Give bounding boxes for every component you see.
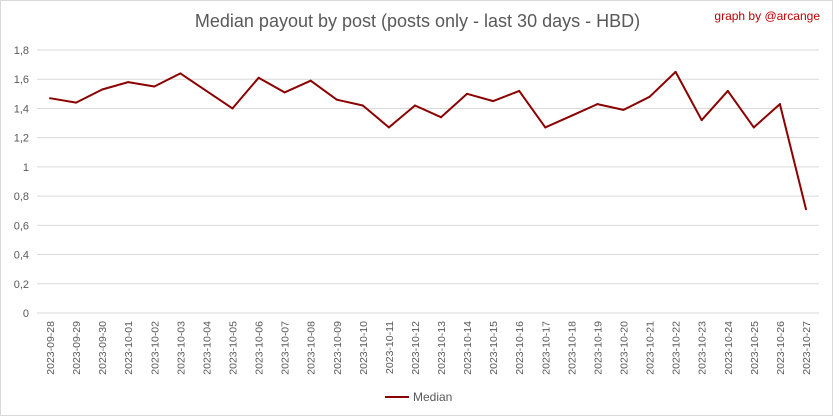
data-point xyxy=(440,116,443,119)
data-point xyxy=(205,89,208,92)
x-tick-label: 2023-10-13 xyxy=(436,321,448,375)
y-tick-label: 1,2 xyxy=(14,133,29,145)
data-point xyxy=(648,95,651,98)
data-point xyxy=(49,97,52,100)
x-tick-label: 2023-10-14 xyxy=(462,321,474,375)
data-point xyxy=(700,119,703,122)
data-point xyxy=(778,103,781,106)
data-point xyxy=(335,98,338,101)
x-tick-label: 2023-10-03 xyxy=(175,321,187,375)
x-tick-label: 2023-10-19 xyxy=(592,321,604,375)
x-tick-label: 2023-10-26 xyxy=(775,321,787,375)
x-tick-label: 2023-10-04 xyxy=(201,321,213,375)
x-tick-label: 2023-10-02 xyxy=(149,321,161,375)
x-tick-label: 2023-10-08 xyxy=(306,321,318,375)
legend-label-median: Median xyxy=(413,390,452,404)
x-tick-label: 2023-10-07 xyxy=(280,321,292,375)
chart-credit: graph by @arcange xyxy=(714,9,820,23)
data-point xyxy=(75,101,78,104)
data-point xyxy=(101,88,104,91)
x-tick-label: 2023-10-15 xyxy=(488,321,500,375)
series-line-median xyxy=(49,70,807,210)
y-tick-label: 0,2 xyxy=(14,279,29,291)
data-point xyxy=(544,126,547,129)
x-tick-label: 2023-10-16 xyxy=(514,321,526,375)
x-tick-label: 2023-10-17 xyxy=(540,321,552,375)
data-point xyxy=(153,85,156,88)
legend: Median xyxy=(385,390,452,404)
data-point xyxy=(726,89,729,92)
x-tick-label: 2023-10-12 xyxy=(410,321,422,375)
grid-lines xyxy=(37,49,819,314)
y-tick-label: 0,6 xyxy=(14,220,29,232)
y-tick-label: 1,8 xyxy=(14,45,29,57)
x-tick-label: 2023-09-28 xyxy=(45,321,57,375)
y-tick-label: 0 xyxy=(23,308,29,320)
data-point xyxy=(387,126,390,129)
y-tick-label: 0,8 xyxy=(14,191,29,203)
data-point xyxy=(492,100,495,103)
x-tick-label: 2023-10-21 xyxy=(645,321,657,375)
x-tick-label: 2023-10-20 xyxy=(619,321,631,375)
y-tick-label: 1,4 xyxy=(14,103,29,115)
x-tick-label: 2023-10-10 xyxy=(358,321,370,375)
data-point xyxy=(674,70,677,73)
data-point xyxy=(622,108,625,111)
x-tick-label: 2023-10-23 xyxy=(697,321,709,375)
x-tick-label: 2023-10-27 xyxy=(801,321,813,375)
y-tick-label: 1,6 xyxy=(14,74,29,86)
x-tick-label: 2023-09-29 xyxy=(71,321,83,375)
x-tick-label: 2023-10-24 xyxy=(723,321,735,375)
series-lines xyxy=(49,70,807,211)
x-tick-label: 2023-10-01 xyxy=(123,321,135,375)
data-point xyxy=(127,81,130,84)
data-point xyxy=(518,89,521,92)
data-point xyxy=(257,76,260,79)
y-tick-label: 0,4 xyxy=(14,250,29,262)
x-tick-label: 2023-10-05 xyxy=(228,321,240,375)
data-point xyxy=(361,104,364,107)
data-point xyxy=(570,114,573,117)
data-point xyxy=(413,104,416,107)
x-tick-label: 2023-10-06 xyxy=(254,321,266,375)
data-point xyxy=(179,72,182,75)
data-point xyxy=(596,103,599,106)
data-point xyxy=(283,91,286,94)
data-point xyxy=(804,208,807,211)
x-tick-label: 2023-10-09 xyxy=(332,321,344,375)
data-point xyxy=(231,107,234,110)
x-tick-label: 2023-10-11 xyxy=(384,321,396,374)
x-axis-ticks: 2023-09-28 2023-09-29 2023-09-30 2023-10-01… xyxy=(45,321,813,375)
y-axis-ticks: 0 0,2 0,4 0,6 0,8 1 1,2 1,4 1,6 1,8 xyxy=(14,45,29,320)
x-tick-label: 2023-10-22 xyxy=(671,321,683,375)
x-tick-label: 2023-10-25 xyxy=(749,321,761,375)
chart-title: Median payout by post (posts only - last… xyxy=(194,11,641,31)
x-tick-label: 2023-10-18 xyxy=(566,321,578,375)
data-point xyxy=(466,92,469,95)
data-point xyxy=(752,126,755,129)
data-point xyxy=(309,79,312,82)
y-tick-label: 1 xyxy=(23,162,29,174)
x-tick-label: 2023-09-30 xyxy=(97,321,109,375)
